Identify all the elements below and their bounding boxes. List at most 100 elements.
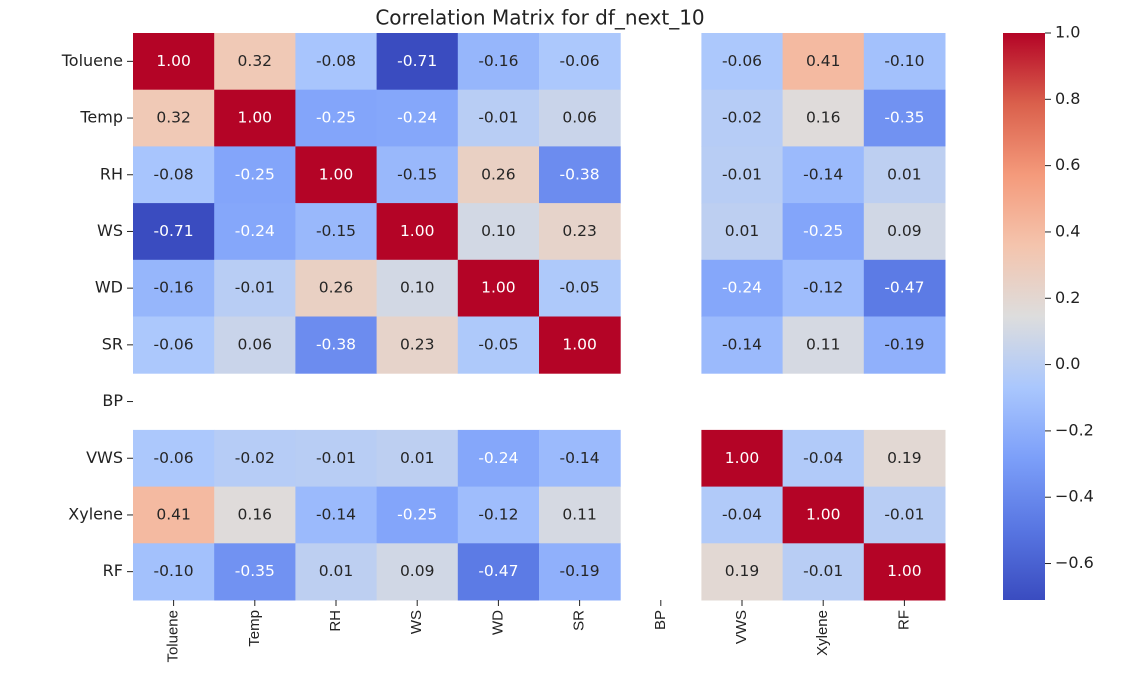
heatmap-cell — [539, 316, 621, 374]
heatmap-cell — [214, 543, 296, 601]
cell-label: 0.23 — [400, 335, 435, 353]
cell-label: -0.02 — [235, 449, 275, 467]
heatmap-cell — [863, 429, 946, 488]
cell-label: -0.38 — [560, 165, 600, 183]
cell-label: -0.14 — [560, 449, 600, 467]
cell-label: 0.01 — [725, 222, 760, 240]
cell-label: 0.10 — [400, 279, 435, 297]
colorbar-tick-label: −0.2 — [1055, 420, 1094, 439]
cell-label: 0.10 — [481, 222, 516, 240]
colorbar-tick-label: 0.2 — [1055, 288, 1080, 307]
cell-label: 1.00 — [725, 449, 760, 467]
heatmap-cell — [295, 486, 378, 544]
heatmap-cell — [701, 203, 784, 261]
cell-label: -0.16 — [478, 52, 518, 70]
cell-label: -0.15 — [397, 165, 437, 183]
cell-label: -0.06 — [560, 52, 600, 70]
cell-label: 1.00 — [319, 165, 354, 183]
heatmap-cell — [782, 429, 865, 488]
cell-label: 1.00 — [400, 222, 435, 240]
heatmap-cell — [539, 203, 621, 261]
heatmap-cell — [782, 259, 865, 317]
heatmap-cell — [782, 316, 865, 374]
cell-label: -0.25 — [316, 109, 356, 127]
cell-label: -0.01 — [478, 109, 518, 127]
heatmap-cell — [457, 203, 540, 261]
heatmap-cell — [376, 33, 459, 91]
heatmap-cell — [457, 33, 540, 91]
cell-label: 0.41 — [806, 52, 841, 70]
cell-label: 0.01 — [319, 562, 354, 580]
heatmap-cell — [457, 486, 540, 544]
cell-label: -0.25 — [235, 165, 275, 183]
heatmap-cell — [863, 259, 946, 317]
cell-label: 0.16 — [806, 109, 841, 127]
heatmap-cell — [701, 316, 784, 374]
heatmap-cell — [863, 543, 946, 601]
cell-label: 0.16 — [238, 505, 273, 523]
cell-label: -0.10 — [154, 562, 194, 580]
heatmap-cell — [457, 259, 540, 317]
chart-title: Correlation Matrix for df_next_10 — [375, 6, 704, 30]
heatmap-cell — [376, 203, 459, 261]
x-tick-label: VWS — [733, 610, 750, 644]
heatmap-cell — [539, 486, 621, 544]
heatmap-cell — [376, 316, 459, 374]
cell-label: 0.19 — [887, 449, 922, 467]
cell-label: 0.26 — [481, 165, 516, 183]
cell-label: -0.06 — [154, 449, 194, 467]
cell-label: 0.06 — [238, 335, 273, 353]
y-tick-label: RH — [100, 164, 123, 183]
cell-label: -0.06 — [154, 335, 194, 353]
cell-label: -0.71 — [154, 222, 194, 240]
x-tick-label: Xylene — [814, 610, 831, 656]
heatmap-cell — [214, 146, 296, 204]
heatmap-cell — [214, 429, 296, 488]
cell-label: -0.16 — [154, 279, 194, 297]
heatmap-cell — [214, 203, 296, 261]
heatmap-cell — [133, 146, 215, 204]
cell-label: -0.01 — [803, 562, 843, 580]
heatmap-cell — [863, 486, 946, 544]
cell-label: -0.01 — [884, 505, 924, 523]
y-tick-label: RF — [103, 561, 123, 580]
cell-label: 1.00 — [806, 505, 841, 523]
heatmap-cell — [295, 33, 378, 91]
heatmap-cell — [376, 259, 459, 317]
cell-label: -0.19 — [560, 562, 600, 580]
heatmap-cell — [214, 33, 296, 91]
x-tick-label: SR — [571, 610, 588, 631]
cell-label: 0.01 — [400, 449, 435, 467]
cell-label: -0.38 — [316, 335, 356, 353]
colorbar-tick-label: 0.0 — [1055, 354, 1080, 373]
heatmap-cell — [782, 543, 865, 601]
cell-label: -0.01 — [316, 449, 356, 467]
colorbar-tick-label: 0.6 — [1055, 155, 1080, 174]
heatmap-cell — [539, 259, 621, 317]
cell-label: 0.23 — [562, 222, 597, 240]
y-tick-label: BP — [102, 391, 123, 410]
heatmap-cell — [133, 203, 215, 261]
cell-label: 0.09 — [887, 222, 922, 240]
heatmap-cell — [701, 89, 784, 147]
cell-label: -0.25 — [397, 505, 437, 523]
heatmap-cell — [214, 316, 296, 374]
cell-label: -0.08 — [154, 165, 194, 183]
heatmap-cell — [295, 429, 378, 488]
cell-label: -0.04 — [722, 505, 762, 523]
heatmap-cell — [539, 89, 621, 147]
heatmap-cell — [295, 203, 378, 261]
heatmap-cell — [133, 316, 215, 374]
cell-label: -0.14 — [722, 335, 762, 353]
cell-label: 0.01 — [887, 165, 922, 183]
heatmap-cell — [214, 89, 296, 147]
heatmap-cell — [539, 33, 621, 91]
heatmap-cell — [133, 543, 215, 601]
heatmap-cell — [133, 429, 215, 488]
heatmap-cell — [782, 146, 865, 204]
heatmap-cell — [376, 89, 459, 147]
heatmap-cell — [376, 486, 459, 544]
heatmap-cell — [376, 543, 459, 601]
colorbar-tick-label: 0.4 — [1055, 221, 1080, 240]
